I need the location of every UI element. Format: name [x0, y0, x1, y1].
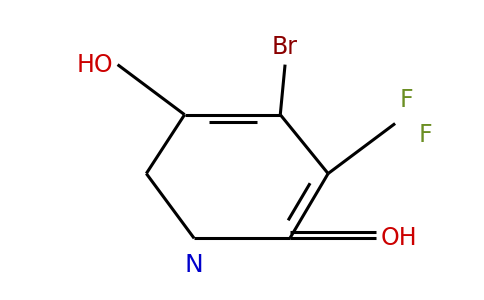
- Text: F: F: [419, 123, 433, 147]
- Text: OH: OH: [381, 226, 417, 250]
- Text: Br: Br: [272, 35, 298, 59]
- Text: N: N: [185, 253, 204, 277]
- Text: HO: HO: [76, 52, 113, 76]
- Text: F: F: [400, 88, 413, 112]
